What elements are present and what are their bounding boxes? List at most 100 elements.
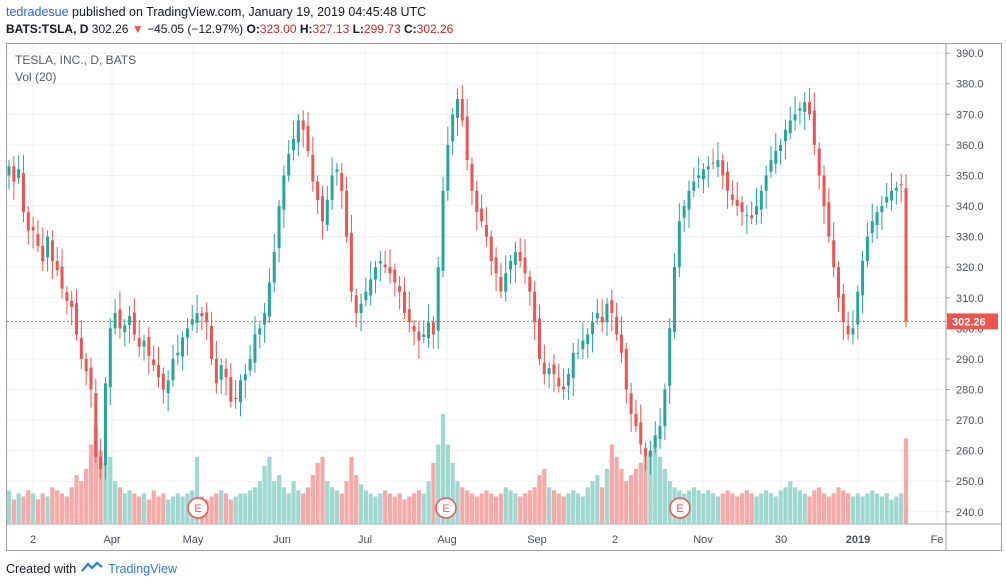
volume-bar [132, 493, 137, 524]
chart-frame[interactable] [6, 43, 1002, 551]
candle-body [383, 264, 387, 268]
volume-bar [469, 493, 475, 524]
symbol-label: BATS:TSLA, D [6, 22, 89, 36]
candle-body [161, 373, 165, 390]
volume-bar [884, 493, 889, 524]
volume-bar [170, 496, 176, 524]
volume-bar [802, 493, 807, 524]
candle-body [84, 358, 88, 372]
volume-bar [894, 496, 899, 524]
volume-bar [542, 468, 547, 524]
candle-body [808, 102, 812, 115]
candle-body [793, 114, 797, 121]
tradingview-logo-icon [81, 561, 103, 576]
candle-body [422, 334, 426, 337]
published-text: published on TradingView.com, January 19… [72, 5, 427, 19]
low-label: L: [352, 22, 364, 36]
volume-bar [580, 496, 585, 524]
candle-body [330, 175, 334, 200]
candle-body [668, 328, 672, 386]
candle-body [518, 251, 522, 262]
candle-body [629, 393, 633, 414]
candle-body [648, 450, 652, 457]
volume-bar [383, 490, 388, 524]
volume-bar [88, 444, 94, 524]
volume-bar [315, 462, 320, 524]
down-arrow-icon: ▼ [131, 22, 144, 36]
volume-bar [474, 496, 479, 524]
volume-bar [846, 493, 851, 524]
candle-body [325, 199, 329, 225]
volume-bar [50, 487, 55, 524]
earnings-marker[interactable]: E [669, 497, 691, 519]
candle-body [335, 169, 339, 172]
candle-body [200, 313, 204, 317]
candle-body [566, 374, 570, 386]
candle-body [832, 240, 836, 268]
candle-body [451, 114, 455, 142]
candle-body [880, 206, 884, 213]
volume-bar [489, 493, 494, 524]
candle-body [60, 266, 64, 289]
volume-bar [416, 490, 422, 524]
open-label: O: [246, 22, 260, 36]
candle-body [340, 173, 344, 191]
volume-bar [498, 493, 504, 524]
volume-bar [513, 493, 518, 524]
candle-body [224, 368, 228, 378]
candle-body [706, 166, 710, 170]
y-tick-label: 330.0 [956, 232, 984, 244]
volume-bar [122, 493, 127, 524]
candle-body [118, 309, 122, 329]
volume-bar [792, 487, 798, 524]
candle-body [70, 300, 74, 307]
volume-bar [585, 487, 590, 524]
volume-bar [161, 493, 166, 524]
volume-bar [735, 496, 740, 524]
close-value: 302.26 [416, 22, 454, 36]
earnings-marker[interactable]: E [187, 497, 209, 519]
candle-body [229, 377, 233, 402]
candle-body [836, 267, 840, 298]
candle-body [562, 386, 566, 390]
volume-bar [797, 490, 803, 524]
candle-body [726, 171, 730, 191]
candle-body [865, 236, 869, 262]
candle-body [528, 276, 532, 292]
volume-bar [460, 487, 465, 524]
volume-bar [445, 444, 450, 524]
author-link[interactable]: tedradesue [6, 5, 69, 19]
tradingview-brand[interactable]: TradingView [108, 561, 177, 576]
volume-bar [826, 496, 831, 524]
chart-header: tedradesue published on TradingView.com,… [6, 4, 453, 38]
earnings-marker-circle [187, 497, 209, 519]
candle-body [677, 221, 681, 268]
volume-bar [556, 493, 561, 524]
volume-bar [387, 493, 393, 524]
volume-bar [194, 456, 200, 524]
volume-bar [662, 468, 667, 524]
earnings-marker[interactable]: E [435, 497, 457, 519]
candle-body [687, 190, 691, 210]
y-tick-label: 270.0 [956, 415, 984, 427]
candle-body [600, 316, 604, 323]
volume-bar [465, 490, 470, 524]
candle-body [142, 340, 146, 347]
volume-bar [440, 413, 446, 524]
candle-body [769, 160, 773, 172]
volume-bar [624, 481, 629, 524]
volume-bar [874, 493, 880, 524]
candle-body [94, 393, 98, 457]
candle-body [542, 362, 546, 375]
volume-bar [855, 493, 860, 524]
candle-body [378, 261, 382, 264]
volume-bar [744, 490, 749, 524]
volume-bar [373, 496, 378, 524]
candle-body [475, 190, 479, 213]
candle-body [875, 212, 879, 225]
volume-bar [899, 493, 904, 524]
volume-bar [156, 496, 161, 524]
candle-body [248, 358, 252, 371]
volume-bar [633, 468, 639, 524]
